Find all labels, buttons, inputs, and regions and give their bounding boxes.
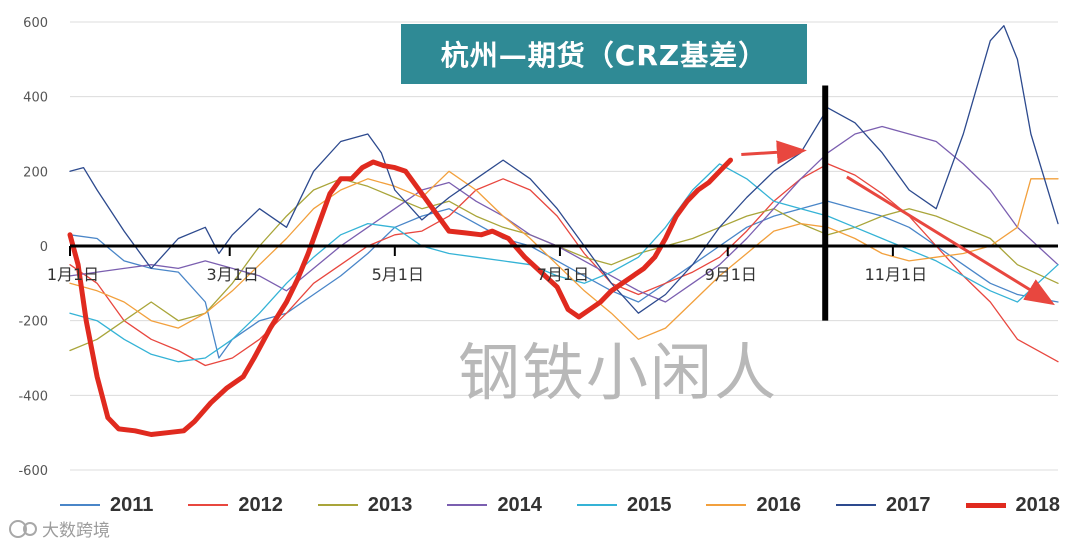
x-tick-label: 7月1日: [537, 265, 589, 284]
series-line-2017: [69, 25, 1059, 314]
trend-arrow: [741, 140, 807, 165]
x-tick-label: 3月1日: [207, 265, 259, 284]
x-tick-label: 9月1日: [705, 265, 757, 284]
chart-legend: 2011 2012 2013 2014 2015 2016 2017 2018: [60, 490, 1060, 520]
legend-label: 2012: [238, 493, 283, 516]
legend-swatch: [317, 504, 358, 506]
legend-swatch: [188, 504, 229, 506]
y-tick-label: -200: [18, 315, 48, 330]
legend-label: 2017: [885, 493, 931, 516]
x-tick-label: 11月1日: [865, 265, 928, 284]
legend-label: 2014: [497, 493, 542, 516]
legend-label: 2013: [367, 493, 413, 516]
legend-item-2014: 2014: [447, 494, 542, 517]
legend-item-2015: 2015: [576, 493, 672, 517]
trend-arrow: [846, 175, 1055, 306]
y-tick-label: 0: [40, 240, 48, 255]
legend-label: 2018: [1015, 493, 1061, 516]
chart-title: 杭州—期货（CRZ基差）: [401, 24, 807, 84]
series-line-2018: [67, 157, 733, 437]
legend-label: 2016: [756, 493, 801, 516]
legend-item-2016: 2016: [706, 494, 801, 517]
watermark-text: 钢铁小闲人: [458, 336, 779, 409]
series-line-2012: [69, 163, 1059, 367]
legend-item-2011: 2011: [60, 494, 153, 517]
legend-item-2012: 2012: [188, 494, 283, 517]
source-logo-icon: [9, 519, 37, 538]
legend-swatch: [965, 502, 1006, 508]
legend-item-2017: 2017: [835, 493, 931, 517]
legend-swatch: [835, 504, 876, 506]
series-line-2015: [69, 163, 1059, 363]
y-tick-label: 400: [23, 91, 48, 106]
y-tick-label: -400: [18, 389, 48, 404]
legend-item-2018: 2018: [965, 493, 1061, 517]
series-line-2016: [69, 170, 1059, 340]
legend-item-2013: 2013: [317, 493, 413, 517]
legend-swatch: [576, 504, 617, 506]
legend-swatch: [60, 504, 100, 506]
legend-swatch: [706, 504, 747, 506]
x-tick-label: 5月1日: [372, 265, 424, 284]
series-line-2011: [69, 200, 1059, 359]
legend-label: 2015: [626, 493, 672, 516]
legend-swatch: [447, 504, 488, 506]
source-watermark-text: 大数跨境: [42, 521, 110, 541]
source-watermark: 大数跨境: [8, 516, 110, 541]
y-tick-label: 200: [23, 165, 48, 180]
y-tick-label: 600: [23, 16, 48, 31]
x-tick-label: 1月1日: [47, 265, 99, 284]
y-tick-label: -600: [18, 464, 48, 479]
legend-label: 2011: [110, 493, 154, 516]
